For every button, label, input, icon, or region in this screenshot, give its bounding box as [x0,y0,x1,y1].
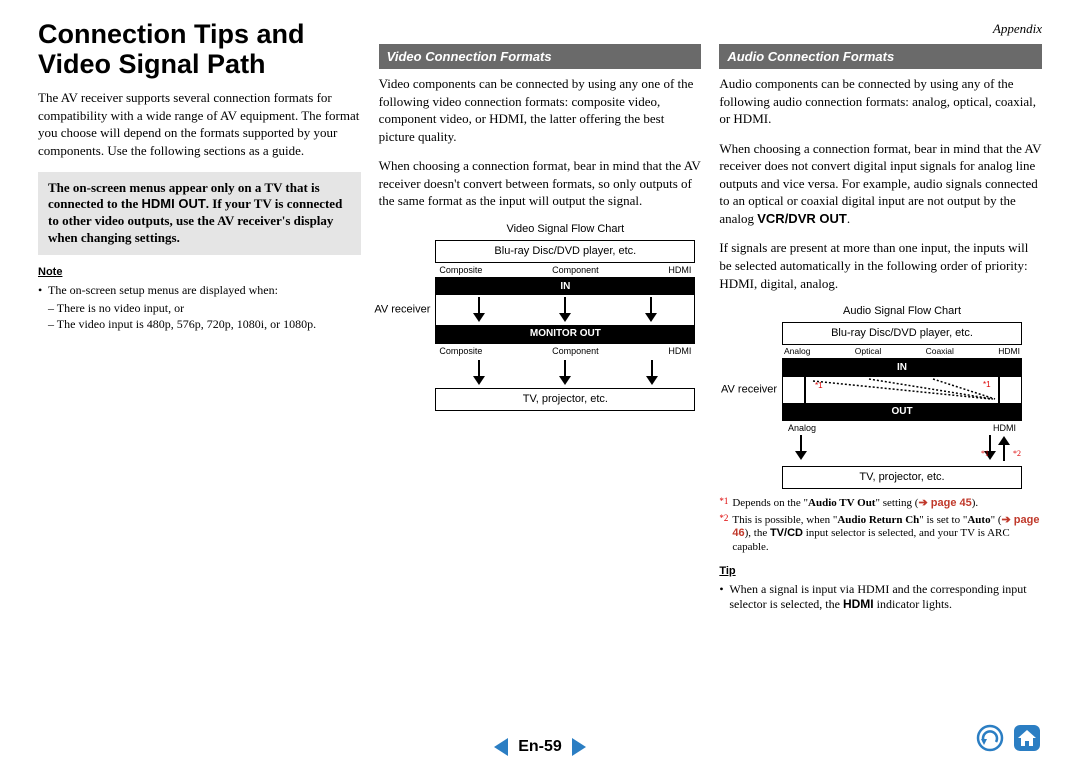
audio-section-header: Audio Connection Formats [719,44,1042,70]
note-sublist: There is no video input, or The video in… [38,300,361,332]
page-footer: En-59 [0,736,1080,758]
in-bar: IN [436,278,694,296]
label-composite: Composite [439,264,482,276]
label-analog: Analog [788,422,816,434]
tip-heading: Tip [719,564,1042,579]
arrow-down-icon [556,360,574,386]
arrow-row: *1 *2 [782,435,1022,466]
internal-routing: *1 *1 [783,377,1021,403]
arrow-up-down-icon: *1 *2 [982,435,1012,466]
page-number: En-59 [518,736,562,758]
hdmi-out-label: HDMI OUT [142,196,206,211]
arrow-down-icon [470,297,488,323]
arrow-down-icon [556,297,574,323]
svg-text:*1: *1 [815,381,823,390]
page-title: Connection Tips and Video Signal Path [38,20,361,79]
note-bullets: The on-screen setup menus are displayed … [38,283,361,299]
column-middle: . Video Connection Formats Video compone… [379,20,702,614]
on-screen-note-box: The on-screen menus appear only on a TV … [38,172,361,256]
label-coaxial: Coaxial [926,346,954,357]
label-optical: Optical [855,346,881,357]
arrow-row [435,358,695,388]
av-receiver-label: AV receiver [721,382,777,397]
source-box: Blu-ray Disc/DVD player, etc. [435,240,695,263]
arrow-down-icon [470,360,488,386]
label-composite: Composite [439,345,482,357]
input-labels: Composite Component HDMI [435,263,695,277]
next-page-icon[interactable] [572,738,586,756]
label-component: Component [552,345,599,357]
home-icon[interactable] [1012,723,1042,758]
footnote-marker: *1 [719,496,728,510]
receiver-block: AV receiver IN MONITOR OUT [435,277,695,344]
label-hdmi: HDMI [993,422,1016,434]
receiver-block: AV receiver IN *1 *1 [782,358,1022,421]
svg-text:*1: *1 [983,380,991,389]
label-hdmi: HDMI [668,345,691,357]
label-hdmi: HDMI [998,346,1020,357]
footnote-marker: *2 [719,513,728,554]
arrow-row [436,295,694,325]
note-heading: Note [38,265,361,280]
input-labels: Analog Optical Coaxial HDMI [782,345,1022,358]
audio-p3: If signals are present at more than one … [719,239,1042,292]
back-icon[interactable] [976,724,1004,757]
tip-item: When a signal is input via HDMI and the … [719,582,1042,613]
display-box: TV, projector, etc. [782,466,1022,489]
arrow-down-icon [643,360,661,386]
video-section-header: Video Connection Formats [379,44,702,70]
label-analog: Analog [784,346,810,357]
intro-paragraph: The AV receiver supports several connect… [38,89,361,159]
video-flow-chart: Video Signal Flow Chart Blu-ray Disc/DVD… [435,222,695,411]
display-box: TV, projector, etc. [435,388,695,411]
page-45-link[interactable]: ➔ page 45 [918,497,971,509]
chart-title: Audio Signal Flow Chart [782,304,1022,319]
av-receiver-label: AV receiver [374,303,430,318]
output-labels: Composite Component HDMI [435,344,695,358]
footnote-1: *1 Depends on the "Audio TV Out" setting… [719,497,1042,511]
bullet-item: The on-screen setup menus are displayed … [38,283,361,299]
dash-item: The video input is 480p, 576p, 720p, 108… [48,316,361,332]
video-p2: When choosing a connection format, bear … [379,157,702,210]
out-bar: OUT [783,403,1021,421]
source-box: Blu-ray Disc/DVD player, etc. [782,322,1022,345]
arrow-down-icon [792,435,810,466]
column-right: Appendix Audio Connection Formats Audio … [719,20,1042,614]
label-hdmi: HDMI [668,264,691,276]
monitor-out-bar: MONITOR OUT [436,325,694,343]
prev-page-icon[interactable] [494,738,508,756]
appendix-label: Appendix [719,20,1042,38]
audio-p2: When choosing a connection format, bear … [719,140,1042,228]
footnote-2: *2 This is possible, when "Audio Return … [719,514,1042,555]
video-p1: Video components can be connected by usi… [379,75,702,145]
in-bar: IN [783,359,1021,377]
output-labels: Analog HDMI [782,421,1022,435]
tip-bullets: When a signal is input via HDMI and the … [719,582,1042,613]
arrow-down-icon [642,297,660,323]
chart-title: Video Signal Flow Chart [435,222,695,237]
vcr-dvr-out-label: VCR/DVR OUT [757,211,847,226]
dash-item: There is no video input, or [48,300,361,316]
audio-flow-chart: Audio Signal Flow Chart Blu-ray Disc/DVD… [782,304,1022,489]
nav-icons [976,723,1042,758]
label-component: Component [552,264,599,276]
column-left: Connection Tips and Video Signal Path Th… [38,20,361,614]
audio-p1: Audio components can be connected by usi… [719,75,1042,128]
